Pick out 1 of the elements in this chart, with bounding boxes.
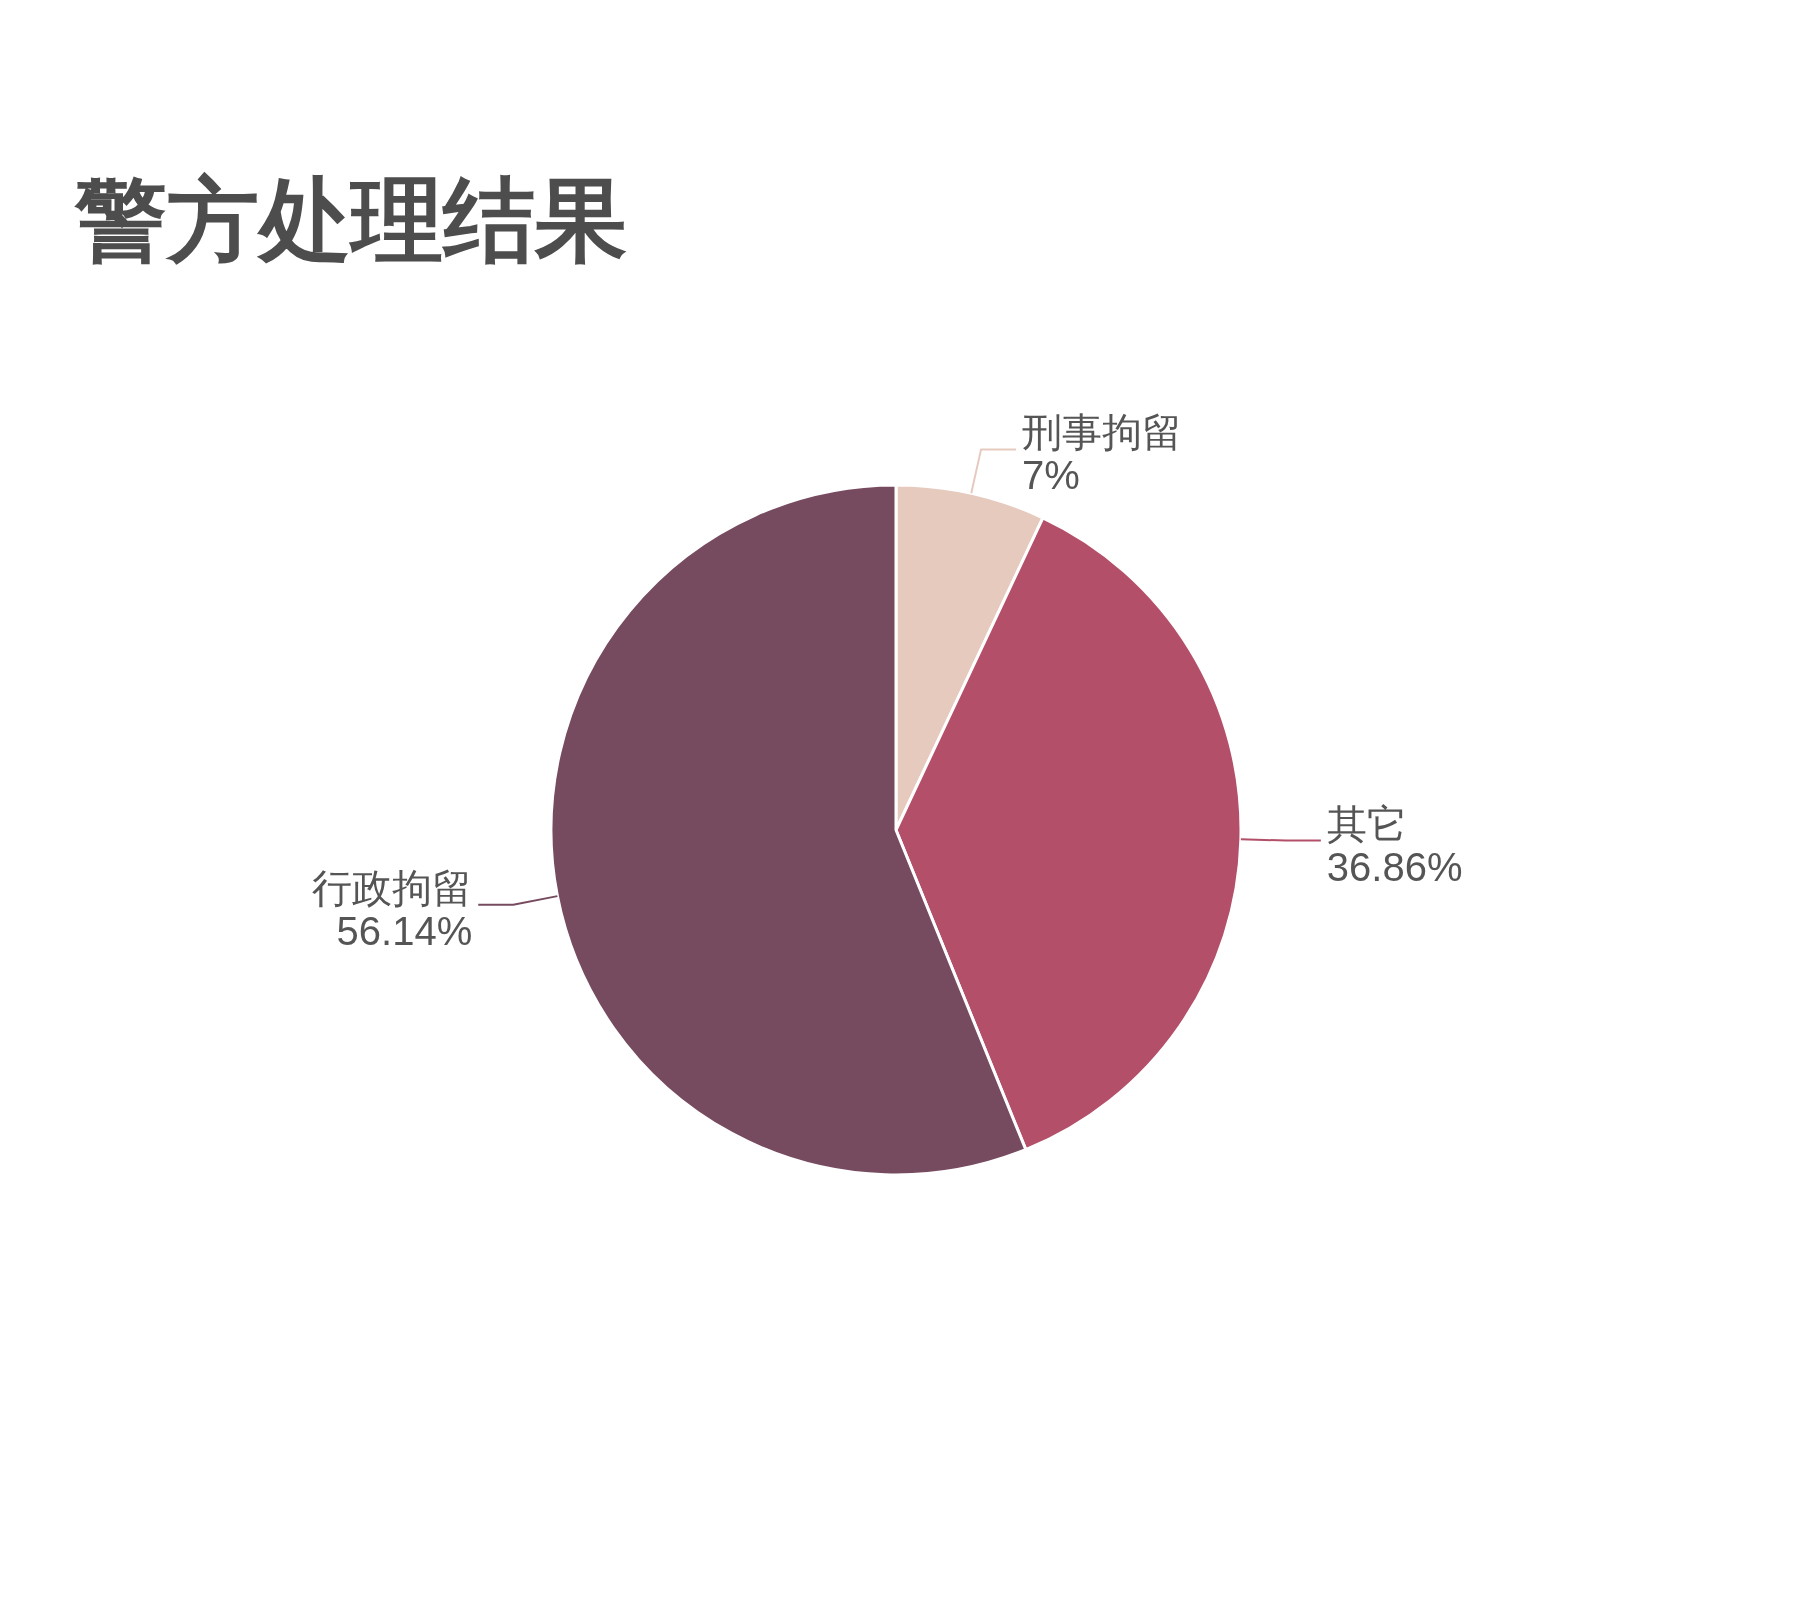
title: 警方处理结果 [75, 169, 627, 271]
